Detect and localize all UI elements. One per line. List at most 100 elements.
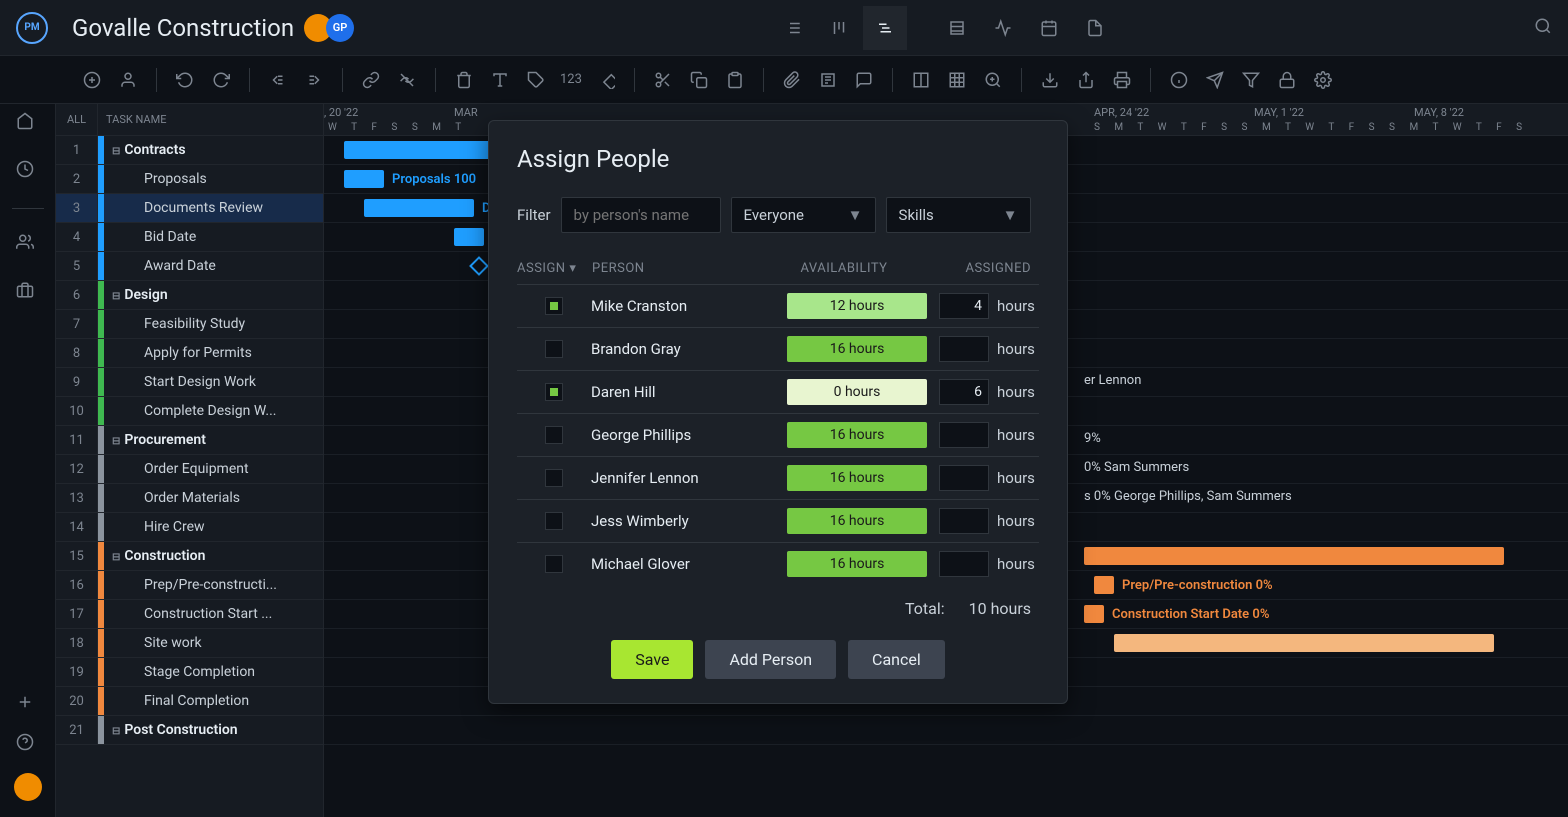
calendar-view-icon[interactable] xyxy=(1027,6,1071,50)
col-assign-header[interactable]: ASSIGN ▾ xyxy=(517,261,592,276)
task-row[interactable]: 18Site work xyxy=(56,629,323,658)
person-icon[interactable] xyxy=(112,64,144,96)
activity-view-icon[interactable] xyxy=(981,6,1025,50)
filter-input[interactable] xyxy=(561,197,721,233)
user-avatar-icon[interactable] xyxy=(14,773,42,801)
copy-icon[interactable] xyxy=(683,64,715,96)
cut-icon[interactable] xyxy=(647,64,679,96)
list-view-icon[interactable] xyxy=(771,6,815,50)
user-avatars[interactable]: GP xyxy=(310,14,354,42)
settings-icon[interactable] xyxy=(1307,64,1339,96)
col-all-header[interactable]: ALL xyxy=(56,104,98,135)
note-icon[interactable] xyxy=(812,64,844,96)
outdent-icon[interactable] xyxy=(262,64,294,96)
gantt-bar[interactable] xyxy=(1084,547,1504,565)
hours-input[interactable] xyxy=(939,379,989,405)
cancel-button[interactable]: Cancel xyxy=(848,640,945,679)
task-row[interactable]: 2Proposals xyxy=(56,165,323,194)
info-icon[interactable] xyxy=(1163,64,1195,96)
indent-icon[interactable] xyxy=(298,64,330,96)
gantt-bar[interactable] xyxy=(454,228,484,246)
briefcase-icon[interactable] xyxy=(16,281,40,305)
avatar-2[interactable]: GP xyxy=(326,14,354,42)
hours-input[interactable] xyxy=(939,293,989,319)
task-row[interactable]: 17Construction Start ... xyxy=(56,600,323,629)
paste-icon[interactable] xyxy=(719,64,751,96)
task-row[interactable]: 16Prep/Pre-constructi... xyxy=(56,571,323,600)
clock-icon[interactable] xyxy=(16,160,40,184)
gantt-bar[interactable]: Construction Start Date 0% xyxy=(1084,605,1104,623)
filter-icon[interactable] xyxy=(1235,64,1267,96)
hours-input[interactable] xyxy=(939,508,989,534)
col-name-header[interactable]: TASK NAME xyxy=(98,104,323,135)
sheet-view-icon[interactable] xyxy=(935,6,979,50)
task-row[interactable]: 5Award Date xyxy=(56,252,323,281)
task-row[interactable]: 1⊟Contracts xyxy=(56,136,323,165)
columns-icon[interactable] xyxy=(905,64,937,96)
task-row[interactable]: 15⊟Construction xyxy=(56,542,323,571)
share-icon[interactable] xyxy=(1070,64,1102,96)
assign-checkbox[interactable] xyxy=(545,555,563,573)
task-row[interactable]: 13Order Materials xyxy=(56,484,323,513)
board-view-icon[interactable] xyxy=(817,6,861,50)
app-logo[interactable]: PM xyxy=(16,12,48,44)
save-button[interactable]: Save xyxy=(611,640,693,679)
search-icon[interactable] xyxy=(1534,17,1552,39)
hours-input[interactable] xyxy=(939,465,989,491)
comment-icon[interactable] xyxy=(848,64,880,96)
hours-input[interactable] xyxy=(939,336,989,362)
unlink-icon[interactable] xyxy=(391,64,423,96)
assign-checkbox[interactable] xyxy=(545,512,563,530)
task-row[interactable]: 20Final Completion xyxy=(56,687,323,716)
gantt-view-icon[interactable] xyxy=(863,6,907,50)
task-row[interactable]: 4Bid Date xyxy=(56,223,323,252)
undo-icon[interactable] xyxy=(169,64,201,96)
assign-checkbox[interactable] xyxy=(545,297,563,315)
grid-icon[interactable] xyxy=(941,64,973,96)
task-row[interactable]: 3Documents Review xyxy=(56,194,323,223)
gantt-bar[interactable]: Prep/Pre-construction 0% xyxy=(1094,576,1114,594)
text-icon[interactable] xyxy=(484,64,516,96)
diamond-icon[interactable] xyxy=(590,64,622,96)
skills-select[interactable]: Skills▼ xyxy=(886,197,1031,233)
tag-icon[interactable] xyxy=(520,64,552,96)
zoom-icon[interactable] xyxy=(977,64,1009,96)
assign-checkbox[interactable] xyxy=(545,469,563,487)
task-row[interactable]: 7Feasibility Study xyxy=(56,310,323,339)
redo-icon[interactable] xyxy=(205,64,237,96)
task-row[interactable]: 6⊟Design xyxy=(56,281,323,310)
task-row[interactable]: 12Order Equipment xyxy=(56,455,323,484)
task-row[interactable]: 9Start Design Work xyxy=(56,368,323,397)
hours-input[interactable] xyxy=(939,551,989,577)
hours-input[interactable] xyxy=(939,422,989,448)
trash-icon[interactable] xyxy=(448,64,480,96)
team-icon[interactable] xyxy=(16,233,40,257)
print-icon[interactable] xyxy=(1106,64,1138,96)
task-row[interactable]: 19Stage Completion xyxy=(56,658,323,687)
person-row: Mike Cranston12 hourshours xyxy=(517,284,1039,327)
attach-icon[interactable] xyxy=(776,64,808,96)
task-row[interactable]: 21⊟Post Construction xyxy=(56,716,323,745)
task-row[interactable]: 10Complete Design W... xyxy=(56,397,323,426)
gantt-bar[interactable] xyxy=(1114,634,1494,652)
add-icon[interactable] xyxy=(76,64,108,96)
add-person-button[interactable]: Add Person xyxy=(705,640,836,679)
everyone-select[interactable]: Everyone▼ xyxy=(731,197,876,233)
link-icon[interactable] xyxy=(355,64,387,96)
task-row[interactable]: 8Apply for Permits xyxy=(56,339,323,368)
lock-icon[interactable] xyxy=(1271,64,1303,96)
file-view-icon[interactable] xyxy=(1073,6,1117,50)
gantt-bar[interactable]: D xyxy=(364,199,474,217)
gantt-bar[interactable] xyxy=(344,141,494,159)
plus-icon[interactable] xyxy=(16,693,40,717)
task-row[interactable]: 11⊟Procurement xyxy=(56,426,323,455)
assign-checkbox[interactable] xyxy=(545,426,563,444)
assign-checkbox[interactable] xyxy=(545,340,563,358)
assign-checkbox[interactable] xyxy=(545,383,563,401)
help-icon[interactable] xyxy=(16,733,40,757)
send-icon[interactable] xyxy=(1199,64,1231,96)
task-row[interactable]: 14Hire Crew xyxy=(56,513,323,542)
gantt-bar[interactable]: Proposals 100 xyxy=(344,170,384,188)
export-icon[interactable] xyxy=(1034,64,1066,96)
home-icon[interactable] xyxy=(16,112,40,136)
